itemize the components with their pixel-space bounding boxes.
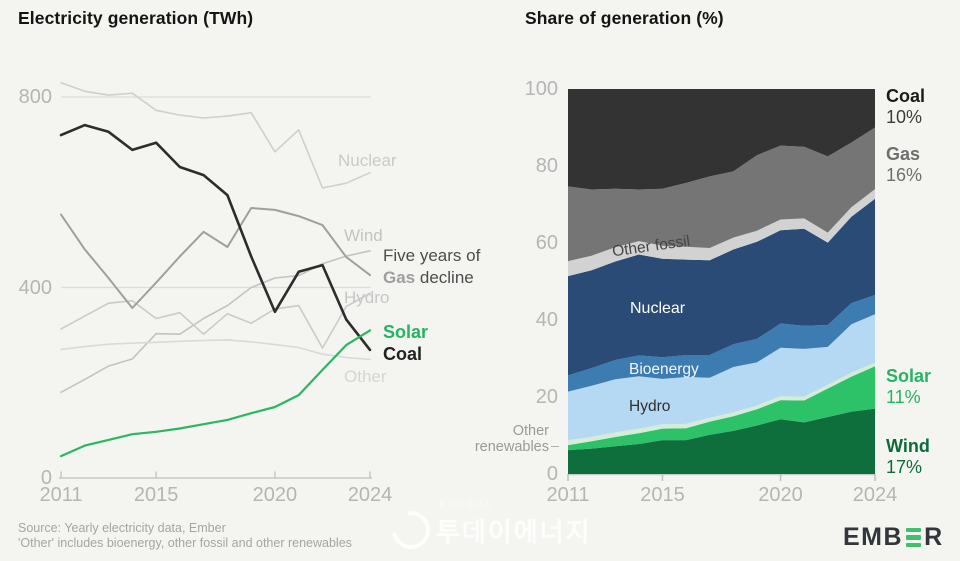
gas-share-label: Gas 16%	[886, 144, 922, 186]
series-line-wind	[60, 250, 371, 394]
nuclear-line-label: Nuclear	[338, 151, 397, 170]
right-x-tick-2011: 2011	[546, 484, 590, 506]
coal-share-label: Coal 10%	[886, 86, 925, 128]
area-band-other-renewables	[568, 362, 875, 446]
right-chart-title: Share of generation (%)	[525, 8, 724, 28]
left-x-tick-2020: 2020	[252, 484, 298, 506]
other-line-label: Other	[344, 367, 387, 386]
gas-share-name: Gas	[886, 144, 921, 164]
nuclear-band-label: Nuclear	[630, 300, 686, 317]
area-band-bioenergy	[568, 295, 875, 392]
ember-logo: EMB R	[843, 523, 944, 552]
series-line-solar	[59, 329, 372, 458]
series-line-gas	[60, 207, 371, 309]
right-x-tick-2020: 2020	[758, 484, 803, 506]
wind-line-label: Wind	[344, 226, 383, 245]
left-x-tick-2011: 2011	[39, 484, 83, 506]
right-y-tick-100: 100	[524, 78, 558, 100]
left-y-tick-800: 800	[18, 86, 52, 108]
annotation-rest: decline	[415, 268, 474, 287]
area-band-gas	[568, 127, 875, 262]
other-renewables-line2: renewables	[474, 439, 549, 455]
right-y-tick-60: 60	[535, 232, 558, 254]
solar-share-value: 11%	[886, 387, 921, 407]
left-x-tick-2015: 2015	[133, 484, 179, 506]
source-line-2: 'Other' includes bioenergy, other fossil…	[18, 536, 352, 550]
ember-logo-suffix: R	[924, 523, 944, 551]
series-line-hydro	[60, 292, 371, 349]
bioenergy-band-label: Bioenergy	[629, 361, 699, 378]
hydro-band-label: Hydro	[629, 398, 671, 415]
right-y-tick-40: 40	[535, 309, 558, 331]
area-band-hydro	[568, 314, 875, 441]
left-chart-title: Electricity generation (TWh)	[18, 8, 254, 28]
wind-share-label: Wind 17%	[886, 436, 930, 478]
left-y-tick-400: 400	[18, 276, 52, 299]
area-band-solar	[568, 366, 875, 451]
other-renewables-axis-label: Other renewables	[455, 423, 549, 455]
watermark: 투데이에너지 투데이에너지	[384, 498, 592, 557]
wind-share-name: Wind	[886, 436, 930, 456]
solar-share-label: Solar 11%	[886, 366, 931, 408]
series-line-nuclear	[60, 81, 371, 189]
source-line-1: Source: Yearly electricity data, Ember	[18, 521, 226, 535]
area-band-coal	[568, 89, 875, 190]
solar-end-label: Solar	[383, 322, 429, 342]
ember-logo-bars-icon	[906, 527, 922, 548]
right-y-tick-80: 80	[535, 155, 558, 177]
series-line-coal	[59, 123, 372, 352]
hydro-line-label: Hydro	[344, 288, 390, 307]
annotation-line1: Five years of	[383, 246, 481, 265]
series-line-other	[60, 339, 371, 361]
wind-share-value: 17%	[886, 457, 923, 477]
gas-share-value: 16%	[886, 165, 923, 185]
other-renewables-tick	[551, 446, 559, 447]
area-band-wind	[568, 408, 875, 474]
area-band-other-fossil	[568, 189, 875, 277]
annotation-gas-word: Gas	[383, 268, 416, 287]
left-x-tick-2024: 2024	[347, 484, 393, 506]
right-y-tick-0: 0	[546, 463, 558, 485]
watermark-small-text: 투데이에너지	[438, 500, 494, 510]
right-x-tick-2015: 2015	[640, 484, 685, 506]
annotation-line2: Gas decline	[383, 267, 480, 289]
solar-share-name: Solar	[886, 366, 932, 386]
watermark-text: 투데이에너지	[436, 516, 592, 547]
ember-logo-prefix: EMB	[843, 523, 904, 551]
coal-share-name: Coal	[886, 86, 926, 106]
gas-decline-annotation: Five years of Gas decline	[383, 245, 480, 289]
other-renewables-line1: Other	[512, 423, 549, 439]
right-y-tick-20: 20	[535, 386, 558, 408]
right-x-tick-2024: 2024	[852, 484, 898, 506]
left-y-tick-0: 0	[40, 467, 52, 489]
coal-end-label: Coal	[383, 344, 423, 364]
coal-share-value: 10%	[886, 107, 923, 127]
watermark-logo-icon	[384, 503, 438, 557]
area-band-nuclear	[568, 198, 875, 376]
